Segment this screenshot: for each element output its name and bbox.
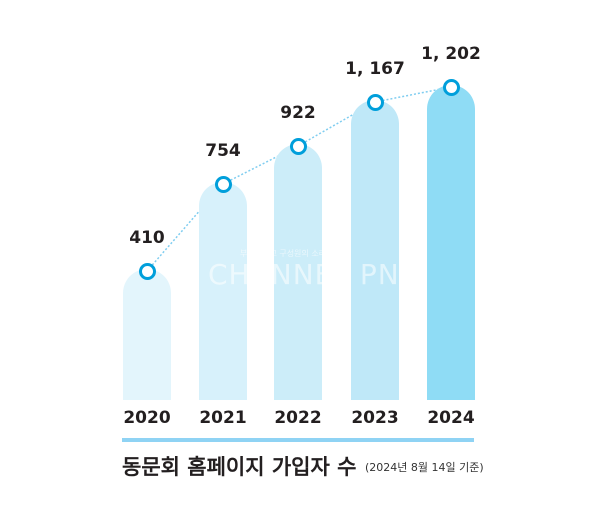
year-label: 2024 bbox=[427, 408, 475, 428]
data-point-marker bbox=[367, 94, 384, 111]
chart-title: 동문회 홈페이지 가입자 수 bbox=[122, 455, 357, 479]
watermark: CHANNEL PNU bbox=[208, 258, 422, 291]
value-label: 1, 167 bbox=[345, 59, 405, 79]
baseline-rule bbox=[122, 438, 474, 442]
value-label: 754 bbox=[205, 141, 241, 161]
value-label: 922 bbox=[280, 103, 316, 123]
bar-2022 bbox=[274, 144, 322, 400]
data-point-marker bbox=[443, 79, 460, 96]
bar-2024 bbox=[427, 85, 475, 400]
bar-2021 bbox=[199, 182, 247, 400]
year-label: 2023 bbox=[351, 408, 399, 428]
bar-2020 bbox=[123, 269, 171, 400]
chart-note: (2024년 8월 14일 기준) bbox=[365, 461, 484, 474]
bar-2023 bbox=[351, 100, 399, 400]
data-point-marker bbox=[290, 138, 307, 155]
watermark-subtitle: 부산대학교 구성원의 소리 bbox=[240, 249, 327, 258]
value-label: 1, 202 bbox=[421, 44, 481, 64]
data-point-marker bbox=[139, 263, 156, 280]
year-label: 2020 bbox=[123, 408, 171, 428]
value-label: 410 bbox=[129, 228, 165, 248]
year-label: 2022 bbox=[274, 408, 322, 428]
year-label: 2021 bbox=[199, 408, 247, 428]
data-point-marker bbox=[215, 176, 232, 193]
